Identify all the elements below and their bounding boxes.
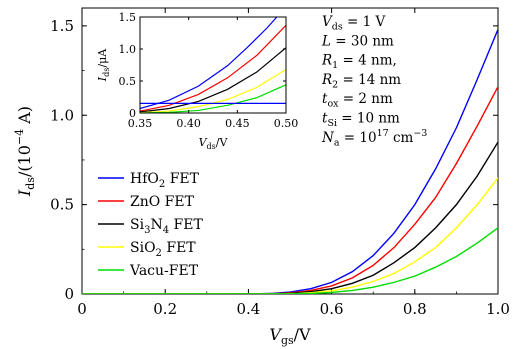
inset-series-line-hfo2-fet <box>140 17 278 110</box>
y-axis-title: Ids/(10−4 A) <box>13 106 37 197</box>
main-x-tick-label: 1.0 <box>486 300 510 318</box>
inset-x-tick-label: 0.35 <box>128 117 153 130</box>
main-series-line-vacu-fet <box>82 227 498 294</box>
legend-label-vacu-fet: Vacu-FET <box>129 263 199 279</box>
inset-series-group <box>140 17 286 113</box>
main-y-tick-label: 0.5 <box>50 196 74 214</box>
main-series-group <box>82 29 498 294</box>
inset-series-line-si3n4-fet <box>140 47 286 113</box>
inset-x-tick-label: 0.50 <box>274 117 299 130</box>
main-x-tick-label: 0.8 <box>403 300 427 318</box>
main-x-tick-label: 0 <box>77 300 87 318</box>
main-x-tick-label: 0.2 <box>153 300 177 318</box>
main-y-tick-label: 0 <box>64 285 74 303</box>
x-axis-title: Vgs/V <box>269 325 311 347</box>
legend-label-hfo2-fet: HfO2 FET <box>130 171 200 190</box>
parameter-vds: Vds = 1 V <box>322 14 385 33</box>
inset-y-tick-label: 0 <box>129 107 136 120</box>
inset-y-tick-label: 0.5 <box>119 75 137 88</box>
inset-y-axis-title: Ids/μA <box>96 48 111 82</box>
legend-label-zno-fet: ZnO FET <box>130 194 195 210</box>
parameter-na: Na = 1017 cm−3 <box>321 128 427 149</box>
parameter-r2: R2 = 14 nm <box>321 72 401 91</box>
main-y-tick-label: 1.5 <box>50 17 74 35</box>
parameter-r1: R1 = 4 nm, <box>321 53 397 72</box>
parameter-list: Vds = 1 VL = 30 nm R1 = 4 nm,R2 = 14 nmto… <box>321 14 427 148</box>
parameter-tox: tox = 2 nm <box>322 91 393 110</box>
inset-frame <box>139 16 287 114</box>
inset-y-tick-label: 1.0 <box>119 43 137 56</box>
inset-axes: 0.35 0.40 0.45 0.50 0 0.5 1.0 1.5 <box>119 11 299 130</box>
legend-label-si3n4-fet: Si3N4 FET <box>130 217 203 236</box>
parameter-l: L = 30 nm <box>321 33 394 49</box>
inset-series-line-vacu-fet <box>140 84 286 113</box>
inset-y-tick-label: 1.5 <box>119 11 137 24</box>
legend-label-sio2-fet: SiO2 FET <box>130 240 196 259</box>
parameter-tsi: tSi = 10 nm <box>322 111 400 130</box>
main-x-tick-label: 0.4 <box>236 300 260 318</box>
inset-x-tick-label: 0.40 <box>176 117 201 130</box>
inset-series-line-zno-fet <box>140 24 286 112</box>
inset-x-axis-title: Vds/V <box>199 136 229 151</box>
inset-x-tick-label: 0.45 <box>225 117 250 130</box>
main-y-tick-label: 1.0 <box>50 106 74 124</box>
legend: HfO2 FET ZnO FET Si3N4 FET SiO2 FET Vacu-FET <box>98 171 203 279</box>
inset-chart: 0.35 0.40 0.45 0.50 0 0.5 1.0 1.5 Vds/V Ids/μA <box>96 11 299 151</box>
main-x-tick-label: 0.6 <box>320 300 344 318</box>
